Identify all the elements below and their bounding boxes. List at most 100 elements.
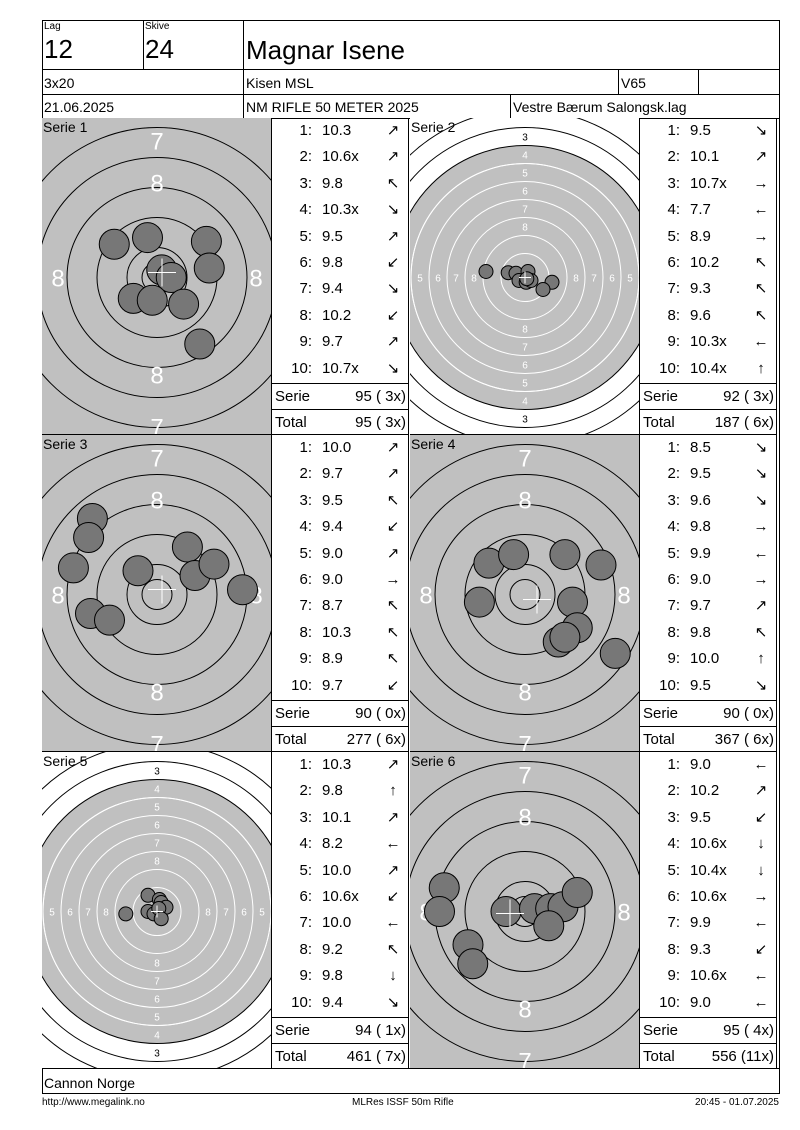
shot-number: 3: xyxy=(667,491,680,509)
total-value: 461 ( 7x) xyxy=(346,1048,406,1065)
shot-number: 1: xyxy=(667,122,680,139)
shot-hole xyxy=(599,637,631,669)
shot-row: 8: 9.8 ↖ xyxy=(640,620,777,646)
shot-number: 4: xyxy=(667,835,680,853)
shot-number: 1: xyxy=(299,756,312,773)
shot-number: 8: xyxy=(299,940,312,958)
shot-score: 9.3 xyxy=(690,280,711,298)
shot-row: 9: 10.6x ← xyxy=(640,963,777,989)
shot-score: 10.3x xyxy=(322,201,359,219)
shot-hole xyxy=(118,906,134,922)
shot-number: 3: xyxy=(667,174,680,192)
ring-number: 8 xyxy=(518,488,531,515)
shot-row: 3: 9.5 ↖ xyxy=(272,488,409,514)
shot-number: 8: xyxy=(299,306,312,324)
shot-score: 10.4x xyxy=(690,359,727,377)
total-sum-row: Total 461 ( 7x) xyxy=(272,1044,409,1070)
shot-number: 1: xyxy=(667,756,680,773)
arrow-north-east-icon: ↗ xyxy=(386,808,400,826)
ring-number: 8 xyxy=(249,266,262,293)
ring-number: 5 xyxy=(417,274,423,285)
shot-number: 9: xyxy=(667,967,680,985)
shot-number: 1: xyxy=(299,122,312,139)
arrow-west-icon: ← xyxy=(753,967,769,985)
sum-separator xyxy=(640,700,777,701)
ring-number: 8 xyxy=(150,171,163,198)
arrow-south-west-icon: ↙ xyxy=(754,940,768,958)
shot-score: 8.5 xyxy=(690,439,711,456)
serie-label: Serie xyxy=(275,705,311,722)
total-label: Total xyxy=(643,731,675,748)
event-name: NM RIFLE 50 METER 2025 xyxy=(246,99,419,115)
shot-row: 5: 9.0 ↗ xyxy=(272,541,409,567)
shot-score: 9.7 xyxy=(322,465,343,483)
total-label: Total xyxy=(643,414,675,431)
shot-row: 5: 8.9 → xyxy=(640,224,777,250)
shot-number: 7: xyxy=(299,914,312,932)
shot-number: 5: xyxy=(299,861,312,879)
arrow-north-east-icon: ↗ xyxy=(754,597,768,615)
shot-row: 3: 9.6 ↘ xyxy=(640,488,777,514)
ring-number: 8 xyxy=(518,680,531,707)
serie-value: 95 ( 3x) xyxy=(355,388,406,405)
serie-value: 94 ( 1x) xyxy=(355,1022,406,1039)
shot-score: 9.4 xyxy=(322,280,343,298)
shot-number: 4: xyxy=(299,835,312,853)
ring-number: 7 xyxy=(150,446,163,473)
shot-row: 10: 10.7x ↘ xyxy=(272,356,409,382)
shot-row: 1: 10.0 ↗ xyxy=(272,435,409,461)
skive-value: 24 xyxy=(145,34,174,64)
sum-separator xyxy=(272,383,409,384)
shot-list: 1: 10.3 ↗ 2: 9.8 ↑ 3: 10.1 ↗ 4: 8.2 ← 5: 10.0 ↗ 6: 10.6x… xyxy=(272,752,409,1069)
shot-hole xyxy=(561,877,593,908)
arrow-north-west-icon: ↖ xyxy=(386,597,400,615)
arrow-north-east-icon: ↗ xyxy=(386,465,400,483)
arrow-east-icon: → xyxy=(753,571,769,588)
shot-row: 2: 10.2 ↗ xyxy=(640,778,777,804)
shot-hole xyxy=(535,282,551,297)
shot-hole xyxy=(457,948,489,980)
arrow-north-icon: ↑ xyxy=(757,359,765,377)
shot-score: 10.2 xyxy=(690,782,720,800)
arrow-south-east-icon: ↘ xyxy=(386,359,400,377)
total-separator xyxy=(640,1043,777,1044)
shot-number: 10: xyxy=(291,676,312,694)
ring-number: 8 xyxy=(518,997,531,1024)
shot-row: 1: 10.3 ↗ xyxy=(272,752,409,778)
shot-number: 8: xyxy=(667,306,680,324)
shot-hole xyxy=(227,574,258,606)
shot-score: 9.2 xyxy=(322,940,343,958)
arrow-north-east-icon: ↗ xyxy=(386,756,400,773)
shot-row: 6: 10.6x ↙ xyxy=(272,884,409,910)
serie-label: Serie xyxy=(643,1022,679,1039)
shot-number: 5: xyxy=(667,544,680,562)
date: 21.06.2025 xyxy=(44,99,115,115)
shot-score: 8.7 xyxy=(322,597,343,615)
ring-number: 7 xyxy=(150,415,163,436)
shot-number: 6: xyxy=(667,254,680,271)
shot-row: 1: 10.3 ↗ xyxy=(272,118,409,144)
shot-score: 10.6x xyxy=(690,967,727,985)
shot-row: 3: 9.5 ↙ xyxy=(640,805,777,831)
serie-sum-row: Serie 90 ( 0x) xyxy=(272,701,409,727)
arrow-north-east-icon: ↗ xyxy=(386,544,400,562)
ring-number: 5 xyxy=(154,1013,160,1024)
serie-label: Serie xyxy=(643,705,679,722)
shot-row: 6: 10.2 ↖ xyxy=(640,250,777,276)
shot-row: 8: 9.3 ↙ xyxy=(640,937,777,963)
shot-score: 9.8 xyxy=(690,623,711,641)
shot-score: 10.2 xyxy=(690,254,720,271)
shot-hole xyxy=(168,288,200,320)
shot-score: 9.8 xyxy=(322,254,343,271)
shot-number: 7: xyxy=(667,914,680,932)
website-link[interactable]: http://www.megalink.no xyxy=(42,1097,145,1108)
serie-sum-row: Serie 95 ( 4x) xyxy=(640,1018,777,1044)
ring-number: 8 xyxy=(154,857,160,868)
ring-number: 7 xyxy=(522,205,528,216)
series-label: Serie 6 xyxy=(411,753,456,769)
ring-number: 7 xyxy=(591,274,597,285)
arrow-south-east-icon: ↘ xyxy=(754,676,768,694)
shot-score: 9.0 xyxy=(690,993,711,1011)
